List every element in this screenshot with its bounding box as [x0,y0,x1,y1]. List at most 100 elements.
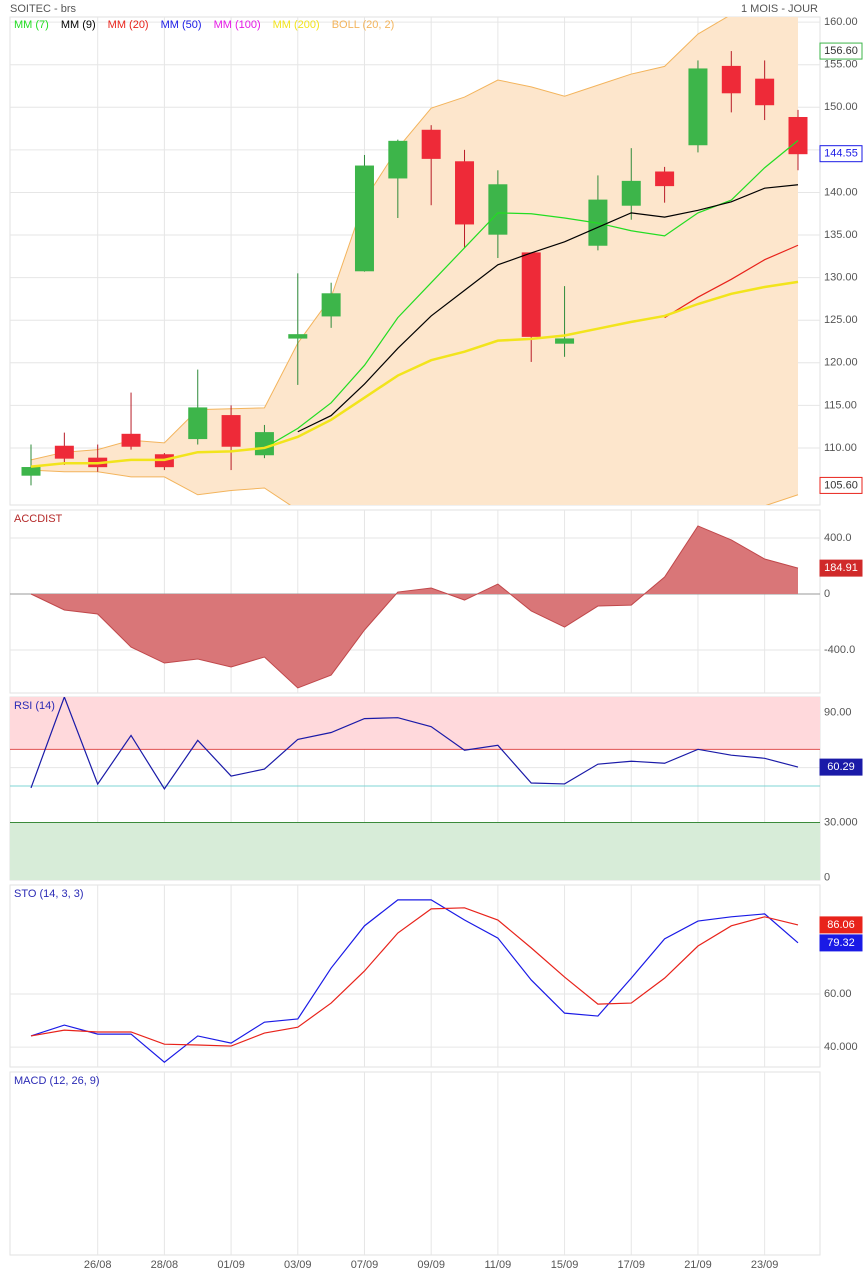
value-tag: 105.60 [819,476,863,494]
plot [30,899,799,1063]
value-tag-box [819,758,863,776]
legend-label: MM (7) [14,19,49,31]
candle-body [621,180,641,206]
value-tag: 86.06 [819,916,863,934]
panel: -400.0 0 400.0 ACCDIST 184.91 [9,509,863,694]
y-tick-label: 125.00 [824,314,858,326]
panel-title: RSI (14) [14,700,55,712]
y-tick-label: 90.00 [824,707,852,719]
value-tag: 144.55 [819,145,863,163]
area-fill [31,525,798,688]
indicator-line [30,697,799,790]
x-tick-label: 26/08 [84,1259,112,1271]
ma-line [30,280,799,468]
x-tick-label: 15/09 [551,1259,579,1271]
candle-body [21,467,41,476]
candle-body [555,338,575,344]
x-tick-label: 03/09 [284,1259,312,1271]
panel-frame [9,884,821,1068]
legend-label: BOLL (20, 2) [332,19,395,31]
bollinger-fill [31,17,798,505]
candle-body [388,140,408,179]
legend-label: MM (20) [108,19,149,31]
x-tick-label: 09/09 [417,1259,445,1271]
value-tag-box [819,476,863,494]
x-tick-label: 11/09 [485,1259,512,1271]
y-tick-label: 115.00 [824,399,857,411]
y-tick-label: 120.00 [824,357,858,369]
legend-label: MM (100) [214,19,261,31]
candle-body [455,161,475,225]
plot [30,525,799,689]
plot [21,17,808,505]
y-tick-label: 0 [824,588,830,600]
candle-body [521,252,541,337]
y-tick-label: 0 [824,871,830,883]
plot [10,697,820,880]
panel: 40.000 60.00 STO (14, 3, 3) 86.06 79.32 [9,884,863,1068]
y-tick-label: 130.00 [824,272,858,284]
candle-body [788,116,808,155]
candle-body [721,65,741,94]
candle-body [755,78,775,106]
indicator-line [30,899,799,1063]
value-tag: 156.60 [819,42,863,60]
candle-body [121,433,141,447]
value-tag-box [819,559,863,577]
value-tag-label: 156.60 [824,45,858,57]
value-tag-label: 105.60 [824,479,858,491]
y-tick-label: 30.000 [824,816,858,828]
panel-frame [9,1071,821,1256]
candle-body [321,293,341,317]
panel-title: STO (14, 3, 3) [14,888,84,900]
y-tick-label: 110.00 [824,442,857,454]
value-tag-box [819,934,863,952]
ma-line [297,184,799,433]
value-tag-label: 60.29 [827,761,855,773]
y-tick-label: 60.00 [824,988,852,1000]
x-tick-label: 28/08 [151,1259,179,1271]
candle-body [655,171,675,187]
bollinger-upper [30,17,728,461]
candle-body [421,129,441,159]
legend-label: MM (50) [161,19,202,31]
value-tag-label: 184.91 [824,562,858,574]
ma-line [664,244,799,319]
y-tick-label: -400.0 [824,644,855,656]
x-tick-label: 17/09 [617,1259,645,1271]
value-tag: 60.29 [819,758,863,776]
y-tick-label: 160.00 [824,16,858,28]
legend-label: MM (200) [273,19,320,31]
panel: MACD (12, 26, 9) [9,1071,821,1256]
period-label: 1 MOIS - JOUR [741,3,818,15]
ma-line [264,140,799,449]
overbought-zone [10,697,820,750]
candle-body [221,415,241,447]
value-tag-label: 144.55 [824,148,858,160]
grid [97,1072,766,1255]
legend-label: MM (9) [61,19,96,31]
value-tag-box [819,42,863,60]
oversold-zone [10,822,820,880]
panel: 110.00 115.00 120.00 125.00 130.00 135.00 140.… [9,16,863,506]
y-tick-label: 40.000 [824,1041,858,1053]
x-tick-label: 21/09 [684,1259,712,1271]
value-tag-box [819,916,863,934]
x-tick-label: 01/09 [217,1259,245,1271]
value-tag: 79.32 [819,934,863,952]
value-tag: 184.91 [819,559,863,577]
chart-title: SOITEC - brs [10,3,77,15]
candle-body [188,407,208,440]
y-tick-label: 150.00 [824,101,858,113]
y-tick-label: 155.00 [824,59,858,71]
candle-body [688,68,708,146]
candle-body [288,334,308,339]
bollinger-lower [30,469,799,505]
value-tag-label: 79.32 [827,937,855,949]
candle-body [54,445,74,459]
value-tag-label: 86.06 [827,919,855,931]
candle-body [354,165,374,272]
panel-title: ACCDIST [14,513,63,525]
area-line [30,525,799,689]
